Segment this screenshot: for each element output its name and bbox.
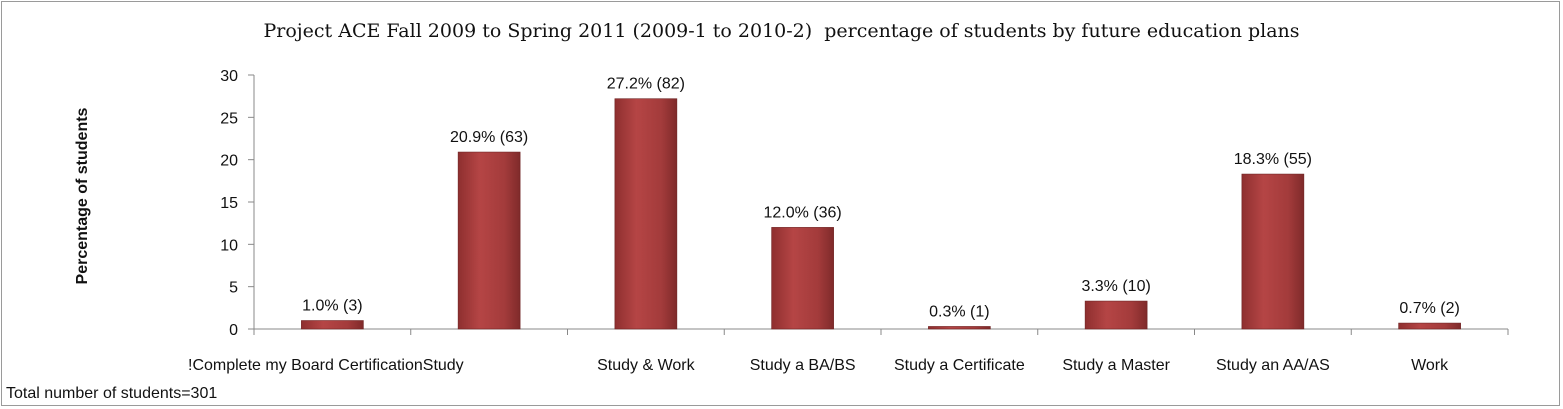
x-category-label: Study a Master [1062, 357, 1170, 374]
y-tick-label: 5 [229, 280, 238, 297]
y-tick-label: 10 [220, 237, 238, 254]
y-tick-label: 25 [220, 110, 238, 127]
bar [301, 320, 364, 330]
x-category-label: Study a Certificate [894, 357, 1025, 374]
x-category-label: Study & Work [597, 357, 696, 374]
y-tick-label: 20 [220, 153, 238, 170]
bar [1398, 322, 1461, 330]
data-label: 1.0% (3) [302, 298, 362, 315]
bar [928, 326, 991, 330]
bar [1241, 173, 1305, 330]
bar [771, 227, 834, 330]
data-label: 27.2% (82) [607, 76, 685, 93]
y-tick-label: 30 [220, 68, 238, 85]
footnote: Total number of students=301 [6, 385, 218, 402]
data-label: 0.3% (1) [929, 303, 989, 320]
bar [614, 98, 678, 330]
data-label: 12.0% (36) [763, 204, 841, 221]
y-tick-label: 15 [220, 195, 238, 212]
x-category-label: Study [423, 357, 464, 374]
x-category-label: Study an AA/AS [1216, 357, 1330, 374]
x-category-label: Study a BA/BS [750, 357, 856, 374]
bar [1084, 300, 1148, 330]
data-label: 18.3% (55) [1234, 151, 1312, 168]
x-category-label: !Complete my Board Certification [188, 357, 423, 374]
y-tick-label: 0 [229, 322, 238, 339]
bar [457, 151, 521, 330]
data-label: 3.3% (10) [1081, 278, 1150, 295]
data-label: 20.9% (63) [450, 129, 528, 146]
data-label: 0.7% (2) [1399, 300, 1459, 317]
chart-title: Project ACE Fall 2009 to Spring 2011 (20… [263, 20, 1300, 42]
x-category-label: Work [1411, 357, 1449, 374]
